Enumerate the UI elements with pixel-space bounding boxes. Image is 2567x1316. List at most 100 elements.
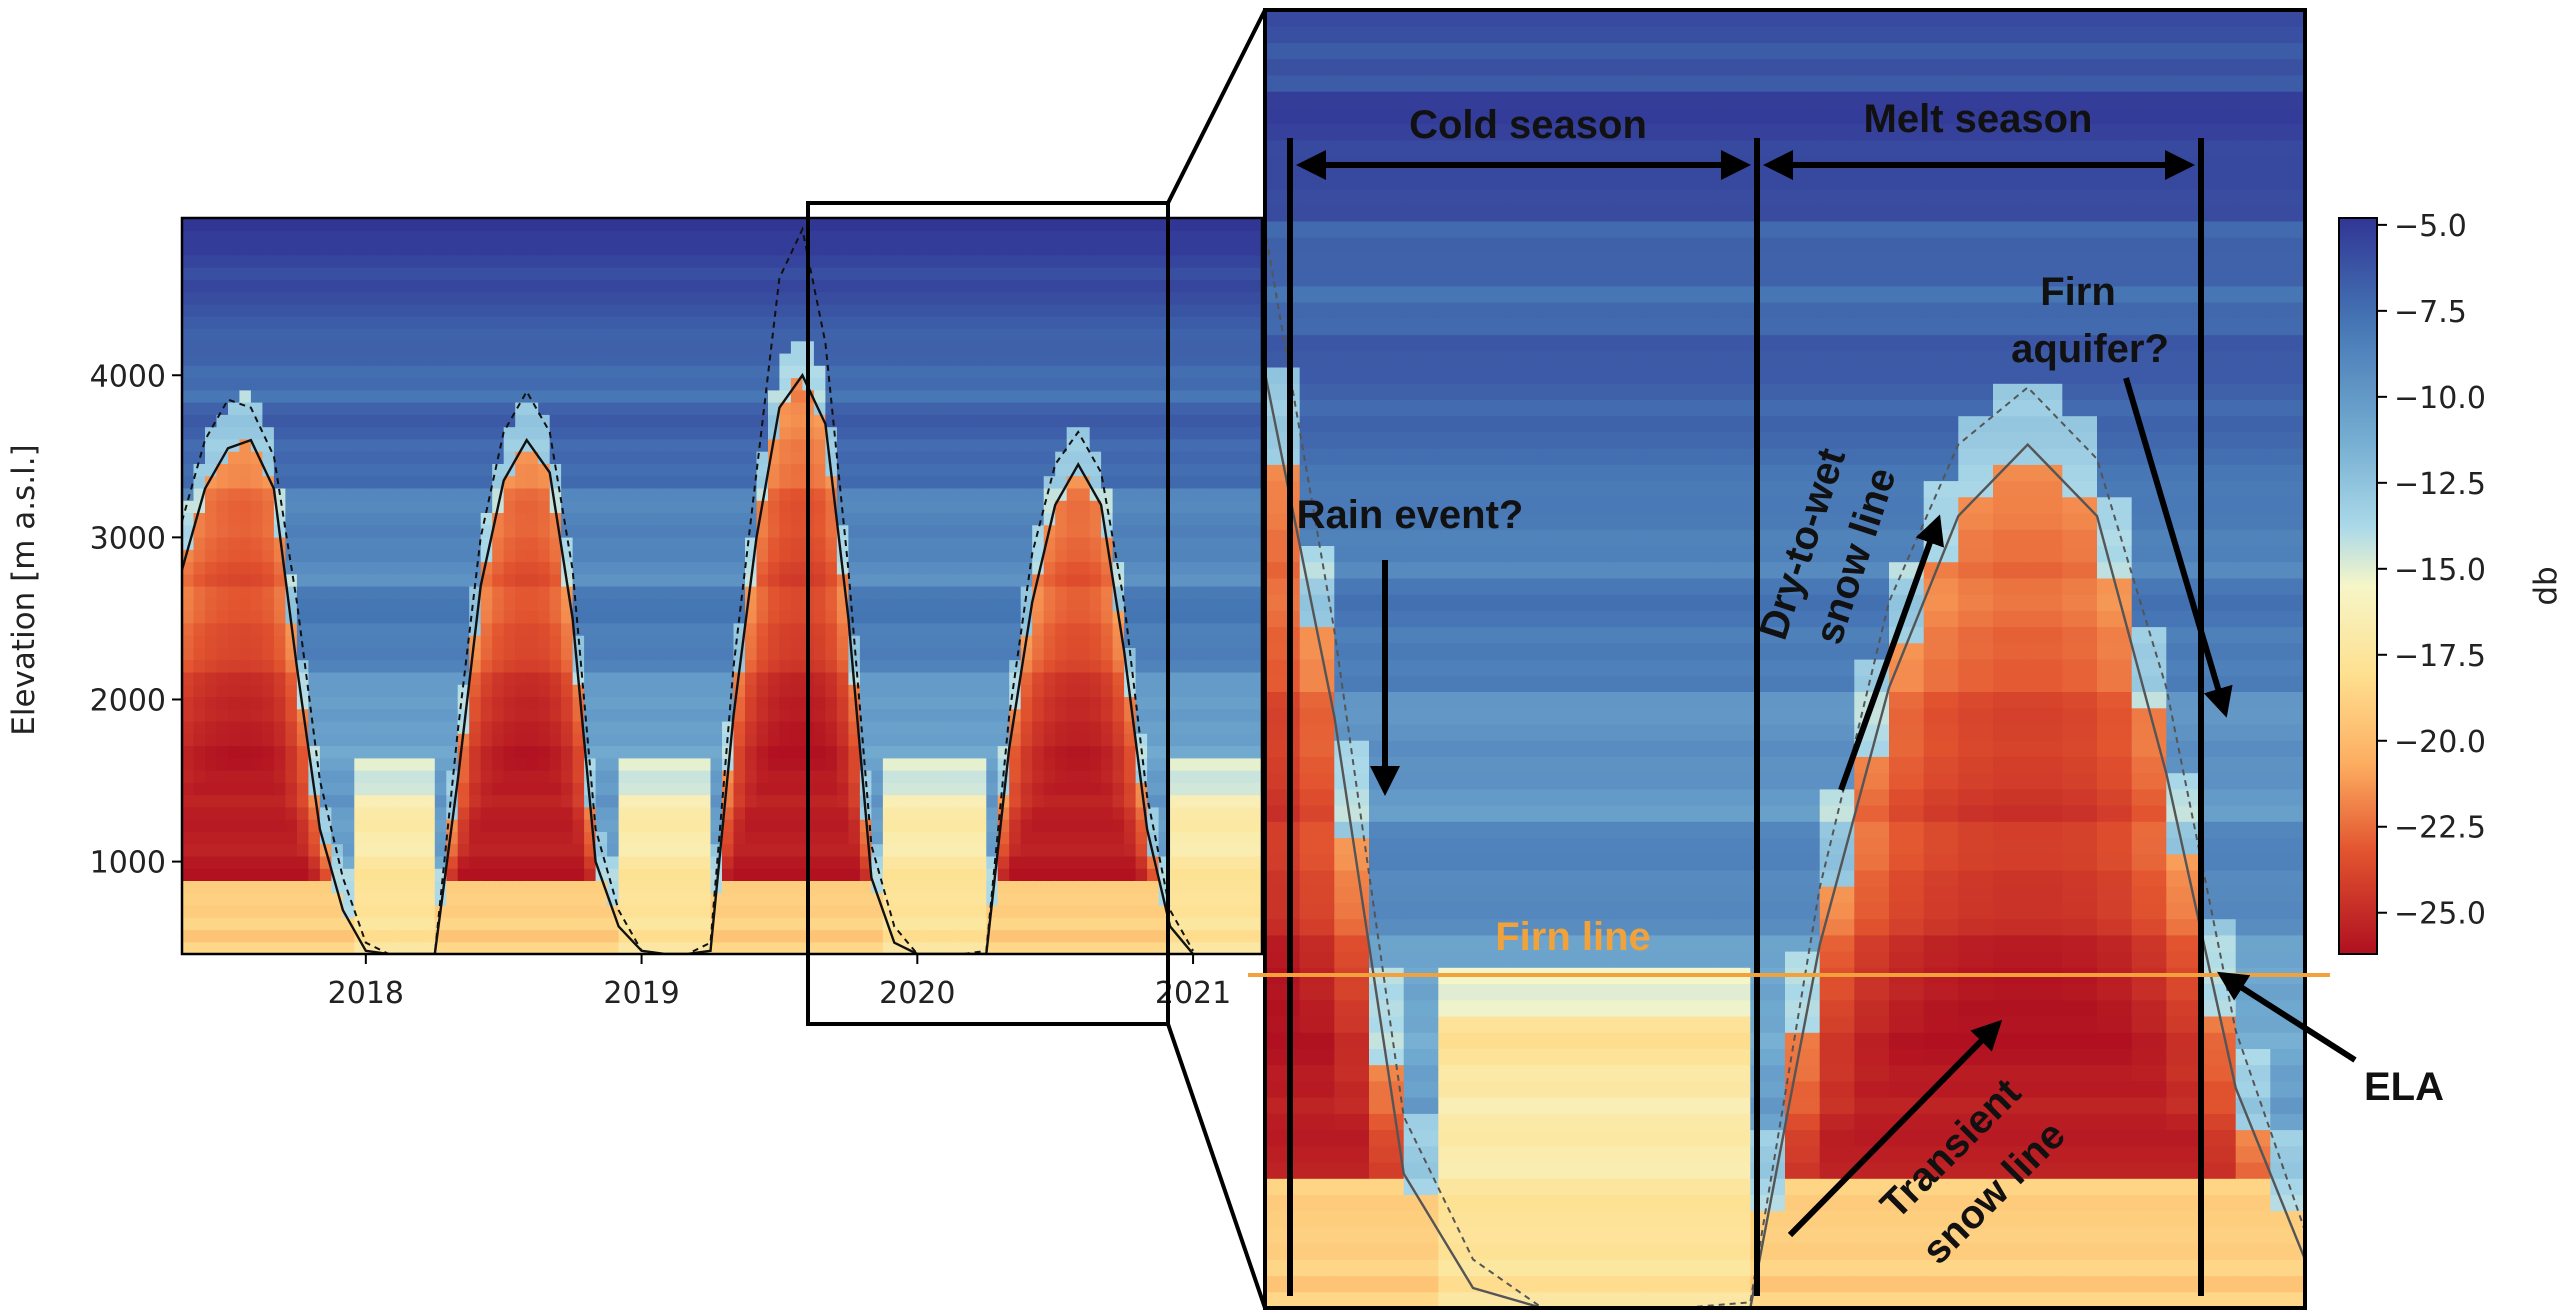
heat-cell xyxy=(549,512,562,526)
heat-cell xyxy=(434,487,447,501)
heat-cell xyxy=(848,929,861,943)
heat-cell xyxy=(687,610,700,624)
heat-cell xyxy=(515,487,528,501)
heat-cell xyxy=(262,267,275,280)
heat-cell xyxy=(790,917,803,931)
heat-cell xyxy=(687,745,700,759)
heat-cell xyxy=(400,267,413,280)
heat-cell xyxy=(722,561,735,575)
heat-cell xyxy=(182,254,195,268)
heat-cell xyxy=(722,745,735,759)
heat-cell xyxy=(250,806,263,820)
heat-cell xyxy=(480,512,493,526)
heat-cell xyxy=(676,316,689,329)
heat-cell xyxy=(205,745,218,759)
heat-cell xyxy=(377,610,390,624)
heat-cell xyxy=(457,843,470,857)
heat-cell xyxy=(722,463,735,477)
heat-cell xyxy=(882,880,895,894)
heat-cell xyxy=(228,892,241,906)
heat-cell xyxy=(848,573,861,587)
heat-cell xyxy=(216,218,229,231)
heat-cell xyxy=(1032,463,1045,477)
heat-cell xyxy=(469,218,482,231)
heat-cell xyxy=(1089,242,1102,256)
heat-cell xyxy=(699,622,712,636)
heat-cell xyxy=(262,536,275,550)
heat-cell xyxy=(1089,757,1102,771)
heat-cell xyxy=(676,414,689,428)
heat-cell xyxy=(446,242,459,256)
heat-cell xyxy=(239,389,252,403)
heat-cell xyxy=(986,451,999,464)
heat-cell xyxy=(641,635,654,648)
heat-cell xyxy=(963,586,976,599)
heat-cell xyxy=(1089,328,1102,342)
heat-cell xyxy=(561,500,574,513)
heat-cell xyxy=(1020,340,1033,354)
heat-cell xyxy=(710,647,723,661)
heat-cell xyxy=(722,610,735,624)
heat-cell xyxy=(584,451,597,464)
heat-cell xyxy=(365,819,378,832)
heat-cell xyxy=(974,794,987,808)
heat-cell xyxy=(331,708,344,722)
heat-cell xyxy=(1112,708,1125,722)
heat-cell xyxy=(756,402,769,415)
heat-cell xyxy=(446,254,459,268)
heat-cell xyxy=(250,426,263,440)
heat-cell xyxy=(331,941,344,954)
heat-cell xyxy=(699,267,712,280)
heat-cell xyxy=(549,733,562,747)
heat-cell xyxy=(250,230,263,244)
heat-cell xyxy=(434,279,447,293)
heat-cell xyxy=(1009,941,1022,954)
heat-cell xyxy=(400,524,413,538)
heat-cell xyxy=(733,500,746,513)
heat-cell xyxy=(618,610,631,624)
heat-cell xyxy=(768,536,781,550)
heat-cell xyxy=(434,218,447,231)
heat-cell xyxy=(388,598,401,612)
heat-cell xyxy=(572,917,585,931)
heat-cell xyxy=(228,451,241,464)
heat-cell xyxy=(756,463,769,477)
heat-cell xyxy=(377,843,390,857)
heat-cell xyxy=(296,561,309,575)
heat-cell xyxy=(296,549,309,563)
heat-cell xyxy=(400,365,413,379)
heat-cell xyxy=(997,549,1010,563)
heat-cell xyxy=(365,696,378,710)
heat-cell xyxy=(388,770,401,783)
heat-cell xyxy=(859,708,872,722)
heat-cell xyxy=(997,389,1010,403)
heat-cell xyxy=(871,610,884,624)
heat-cell xyxy=(561,647,574,661)
heat-cell xyxy=(205,819,218,832)
heat-cell xyxy=(205,438,218,452)
heat-cell xyxy=(905,929,918,943)
heat-cell xyxy=(687,291,700,305)
heat-cell xyxy=(641,352,654,366)
heat-cell xyxy=(595,451,608,464)
heat-cell xyxy=(319,475,332,489)
heat-cell xyxy=(205,377,218,391)
heat-cell xyxy=(825,696,838,710)
heat-cell xyxy=(722,291,735,305)
heat-cell xyxy=(836,757,849,771)
heat-cell xyxy=(756,929,769,943)
heat-cell xyxy=(905,414,918,428)
heat-cell xyxy=(710,377,723,391)
heat-cell xyxy=(859,377,872,391)
heat-cell xyxy=(273,414,286,428)
heat-cell xyxy=(182,757,195,771)
heat-cell xyxy=(836,451,849,464)
heat-cell xyxy=(836,806,849,820)
heat-cell xyxy=(296,524,309,538)
heat-cell xyxy=(963,892,976,906)
heat-cell xyxy=(1112,806,1125,820)
heat-cell xyxy=(974,868,987,881)
heat-cell xyxy=(607,549,620,563)
heat-cell xyxy=(894,635,907,648)
heat-cell xyxy=(768,267,781,280)
